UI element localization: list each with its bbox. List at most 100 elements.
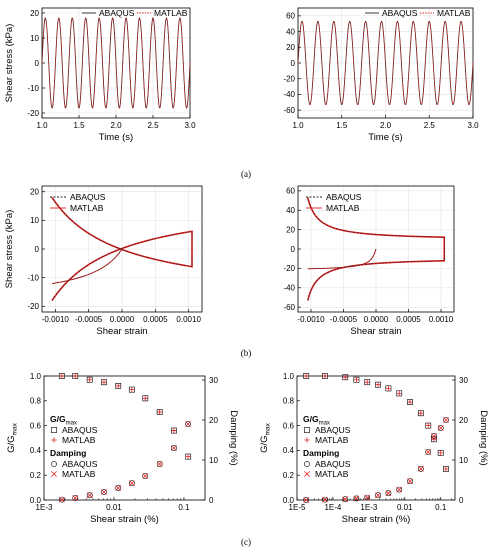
y2-tick-label: 30 xyxy=(459,376,468,385)
point-damping-abaqus xyxy=(58,496,65,503)
legend-label: ABAQUS xyxy=(62,425,98,435)
point-damping-matlab xyxy=(353,495,360,502)
point-damping-abaqus xyxy=(353,495,360,502)
y-axis-label-main: G/G xyxy=(6,435,17,452)
point-damping-matlab xyxy=(142,473,149,479)
x-axis-label: Time (s) xyxy=(368,132,402,143)
point-damping-abaqus xyxy=(156,461,163,467)
point-damping-matlab xyxy=(115,485,122,491)
y-tick-label: 40 xyxy=(286,27,295,36)
x-axis-label: Shear strain (%) xyxy=(90,514,159,525)
point-damping-matlab xyxy=(128,480,135,487)
point-damping-matlab xyxy=(322,496,328,503)
virgin-curve-matlab xyxy=(307,248,377,270)
y-tick-label: 20 xyxy=(30,188,39,197)
legend-group-title-sub: max xyxy=(66,421,77,427)
x-tick-label: 2.0 xyxy=(380,121,392,130)
chart-a-right: 1.0 1.5 2.0 2.5 3.0 -60 -40 -20 0 20 40 60 Time (s) A… xyxy=(283,7,479,143)
point-modulus-matlab xyxy=(407,399,413,405)
x-tick-label: 1E-3 xyxy=(360,503,377,512)
y-axis-label: G/Gmax xyxy=(259,422,272,452)
point-modulus-matlab xyxy=(418,410,424,416)
x-axis-label: Shear strain (%) xyxy=(342,514,411,525)
x-tick-label: 1.5 xyxy=(336,121,348,130)
x-tick-label: 0.0000 xyxy=(364,315,389,324)
point-modulus-matlab xyxy=(115,383,121,389)
x-tick-label: -0.0010 xyxy=(297,315,325,324)
y-axis-label-main: G/G xyxy=(259,435,270,452)
point-damping-abaqus xyxy=(425,449,432,455)
virgin-curve-abaqus xyxy=(307,248,377,270)
point-modulus-matlab xyxy=(129,387,135,393)
point-modulus-matlab xyxy=(431,436,437,442)
y2-tick-label: 20 xyxy=(459,416,468,425)
y2-tick-label: 0 xyxy=(459,496,464,505)
x-tick-label: -0.0010 xyxy=(42,315,70,324)
x-tick-label: 1E-5 xyxy=(289,503,306,512)
y-tick-label: 0.0 xyxy=(30,496,42,505)
legend-label: ABAQUS xyxy=(70,192,106,202)
x-tick-label: 1E-4 xyxy=(324,503,341,512)
x-tick-label: 0.0005 xyxy=(143,315,168,324)
legend-label: ABAQUS xyxy=(315,459,351,469)
y-tick-label: 10 xyxy=(30,34,39,43)
y-tick-label: 0.2 xyxy=(30,471,42,480)
point-modulus-matlab xyxy=(342,374,348,380)
point-damping-matlab xyxy=(375,492,381,499)
legend-group-title-main: G/G xyxy=(303,414,319,424)
point-damping-matlab xyxy=(385,490,392,497)
point-damping-matlab xyxy=(417,465,424,472)
y-tick-label: 20 xyxy=(30,9,39,18)
y-tick-label: 20 xyxy=(286,225,295,234)
legend-label: ABAQUS xyxy=(326,192,362,202)
y2-tick-label: 10 xyxy=(209,456,218,465)
legend-group-title-sub: max xyxy=(319,421,330,427)
caption-a: (a) xyxy=(241,169,251,179)
y-tick-label: -40 xyxy=(283,284,295,293)
y-axis-label-main: Shear stress (kPa) xyxy=(4,210,15,289)
point-damping-abaqus xyxy=(375,492,381,499)
x-tick-label: 0.0010 xyxy=(176,315,201,324)
point-damping-matlab xyxy=(431,433,437,439)
point-damping-matlab xyxy=(407,478,413,485)
legend-marker-x xyxy=(304,471,310,477)
x-tick-label: 0.01 xyxy=(397,503,413,512)
point-damping-abaqus xyxy=(417,465,424,472)
y-axis-label-sub: max xyxy=(265,422,272,435)
y-axis-label-sub: max xyxy=(12,422,19,435)
point-damping-abaqus xyxy=(431,433,437,439)
y-tick-label: -10 xyxy=(27,84,39,93)
y2-tick-label: 10 xyxy=(459,456,468,465)
chart-c-left: 1E-3 0.01 0.1 0.0 0.2 0.4 0.6 0.8 1.0 0 10 20 30 Shea… xyxy=(6,372,239,525)
x-tick-label: 0.01 xyxy=(106,503,122,512)
point-damping-abaqus xyxy=(72,495,79,501)
caption-b: (b) xyxy=(241,348,252,358)
point-damping-matlab xyxy=(156,461,163,467)
y-tick-label: 40 xyxy=(286,206,295,215)
y-tick-label: 0.8 xyxy=(283,397,295,406)
point-damping-abaqus xyxy=(396,486,403,493)
y-tick-label: 10 xyxy=(30,216,39,225)
point-damping-matlab xyxy=(86,492,93,499)
y-tick-label: 60 xyxy=(286,187,295,196)
point-modulus-matlab xyxy=(364,379,370,385)
y-tick-label: -10 xyxy=(27,273,39,282)
legend-label: MATLAB xyxy=(62,435,96,445)
chart-a-left: 1.0 1.5 2.0 2.5 3.0 -20 -10 0 10 20 Time (s) Shear … xyxy=(4,7,196,143)
y2-tick-label: 0 xyxy=(209,496,214,505)
y-tick-label: 0.6 xyxy=(30,421,42,430)
y-tick-label: 0 xyxy=(35,245,40,254)
legend-label: ABAQUS xyxy=(382,8,418,18)
legend-label: ABAQUS xyxy=(315,425,351,435)
y-tick-label: 0.8 xyxy=(30,397,42,406)
legend-label: MATLAB xyxy=(315,469,349,479)
point-modulus-matlab xyxy=(142,395,148,401)
legend-marker-circle xyxy=(304,461,310,467)
y-axis-label: Shear stress (kPa) xyxy=(4,210,15,289)
point-modulus-matlab xyxy=(425,423,431,429)
point-damping-matlab xyxy=(364,494,371,501)
y-tick-label: 0 xyxy=(291,245,296,254)
point-damping-abaqus xyxy=(142,473,149,479)
x-axis-label: Shear strain xyxy=(350,326,401,337)
legend-group-title: G/Gmax xyxy=(50,414,77,427)
